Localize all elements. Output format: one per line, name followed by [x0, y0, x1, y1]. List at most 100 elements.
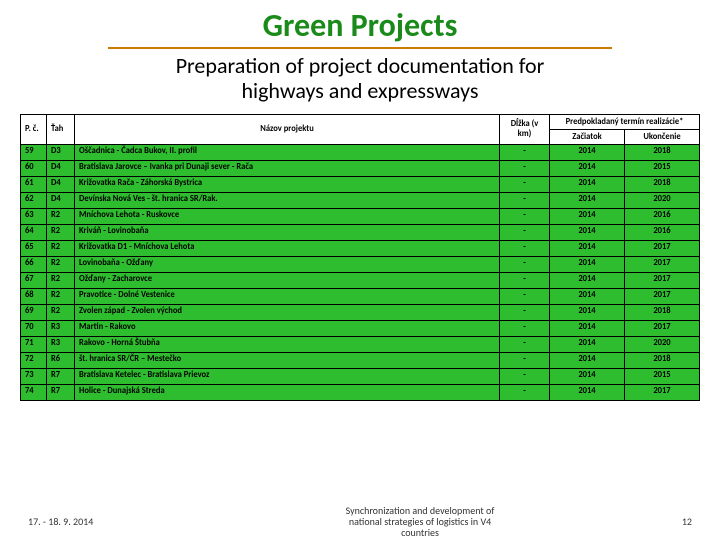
page-subtitle: Preparation of project documentation for…	[0, 53, 720, 104]
cell-end: 2018	[625, 144, 700, 160]
footer-page-number: 12	[660, 515, 720, 528]
cell-tah: R7	[47, 368, 75, 384]
cell-start: 2014	[550, 320, 625, 336]
cell-length: -	[500, 336, 550, 352]
th-realiz: Predpokladaný termín realizácie*	[550, 114, 700, 129]
cell-length: -	[500, 240, 550, 256]
cell-end: 2018	[625, 176, 700, 192]
cell-length: -	[500, 272, 550, 288]
cell-end: 2017	[625, 320, 700, 336]
cell-length: -	[500, 384, 550, 400]
cell-length: -	[500, 144, 550, 160]
table-row: 69R2Zvolen západ - Zvolen východ-2014201…	[21, 304, 700, 320]
cell-pc: 69	[21, 304, 47, 320]
cell-end: 2020	[625, 192, 700, 208]
cell-end: 2018	[625, 304, 700, 320]
cell-start: 2014	[550, 160, 625, 176]
cell-name: Ožďany - Zacharovce	[75, 272, 500, 288]
table-header: P. č. Ťah Názov projektu Dĺžka (v km) Pr…	[21, 114, 700, 144]
cell-start: 2014	[550, 176, 625, 192]
cell-end: 2016	[625, 208, 700, 224]
cell-end: 2018	[625, 352, 700, 368]
cell-length: -	[500, 256, 550, 272]
cell-name: Pravotice - Dolné Vestenice	[75, 288, 500, 304]
cell-name: Rakovo - Horná Štubňa	[75, 336, 500, 352]
cell-start: 2014	[550, 368, 625, 384]
cell-tah: R6	[47, 352, 75, 368]
cell-start: 2014	[550, 240, 625, 256]
table-row: 65R2Križovatka D1 - Mníchova Lehota-2014…	[21, 240, 700, 256]
th-pc: P. č.	[21, 114, 47, 144]
cell-name: Križovatka D1 - Mníchova Lehota	[75, 240, 500, 256]
table-row: 64R2Kriváň - Lovinobaňa-20142016	[21, 224, 700, 240]
cell-length: -	[500, 288, 550, 304]
cell-start: 2014	[550, 256, 625, 272]
table-row: 67R2Ožďany - Zacharovce-20142017	[21, 272, 700, 288]
cell-tah: D4	[47, 160, 75, 176]
table-row: 74R7Holice - Dunajská Streda-20142017	[21, 384, 700, 400]
cell-tah: R3	[47, 336, 75, 352]
cell-start: 2014	[550, 352, 625, 368]
cell-pc: 68	[21, 288, 47, 304]
cell-tah: D4	[47, 176, 75, 192]
table-row: 59D3Oščadnica - Čadca Bukov, II. profil-…	[21, 144, 700, 160]
cell-name: št. hranica SR/ČR – Mestečko	[75, 352, 500, 368]
cell-start: 2014	[550, 224, 625, 240]
cell-end: 2017	[625, 288, 700, 304]
cell-start: 2014	[550, 192, 625, 208]
cell-tah: R7	[47, 384, 75, 400]
cell-length: -	[500, 160, 550, 176]
footer-line-3: countries	[401, 526, 439, 539]
cell-tah: D3	[47, 144, 75, 160]
cell-start: 2014	[550, 288, 625, 304]
cell-pc: 73	[21, 368, 47, 384]
table-row: 71R3Rakovo - Horná Štubňa-20142020	[21, 336, 700, 352]
cell-name: Martin - Rakovo	[75, 320, 500, 336]
cell-pc: 72	[21, 352, 47, 368]
cell-pc: 70	[21, 320, 47, 336]
table-row: 70R3Martin - Rakovo-20142017	[21, 320, 700, 336]
cell-tah: R2	[47, 240, 75, 256]
cell-end: 2017	[625, 240, 700, 256]
table-row: 63R2Mníchova Lehota - Ruskovce-20142016	[21, 208, 700, 224]
cell-tah: R2	[47, 288, 75, 304]
cell-start: 2014	[550, 384, 625, 400]
projects-table: P. č. Ťah Názov projektu Dĺžka (v km) Pr…	[20, 114, 700, 401]
cell-length: -	[500, 224, 550, 240]
page-title: Green Projects	[108, 6, 612, 49]
footer-date: 17. - 18. 9. 2014	[0, 515, 180, 528]
cell-name: Bratislava Ketelec - Bratislava Prievoz	[75, 368, 500, 384]
subtitle-line-1: Preparation of project documentation for	[176, 52, 545, 79]
cell-end: 2017	[625, 384, 700, 400]
cell-tah: R2	[47, 304, 75, 320]
th-start: Začiatok	[550, 129, 625, 144]
cell-pc: 61	[21, 176, 47, 192]
cell-name: Holice - Dunajská Streda	[75, 384, 500, 400]
cell-pc: 64	[21, 224, 47, 240]
cell-length: -	[500, 352, 550, 368]
cell-length: -	[500, 192, 550, 208]
cell-start: 2014	[550, 144, 625, 160]
th-tah: Ťah	[47, 114, 75, 144]
cell-name: Lovinobaňa - Ožďany	[75, 256, 500, 272]
cell-tah: R2	[47, 256, 75, 272]
cell-tah: R3	[47, 320, 75, 336]
cell-length: -	[500, 176, 550, 192]
cell-start: 2014	[550, 304, 625, 320]
cell-pc: 66	[21, 256, 47, 272]
table-row: 61D4Križovatka Rača - Záhorská Bystrica-…	[21, 176, 700, 192]
table-row: 66R2Lovinobaňa - Ožďany-20142017	[21, 256, 700, 272]
cell-pc: 63	[21, 208, 47, 224]
cell-tah: R2	[47, 208, 75, 224]
cell-name: Oščadnica - Čadca Bukov, II. profil	[75, 144, 500, 160]
cell-end: 2020	[625, 336, 700, 352]
cell-name: Devínska Nová Ves - št. hranica SR/Rak.	[75, 192, 500, 208]
cell-name: Mníchova Lehota - Ruskovce	[75, 208, 500, 224]
cell-pc: 65	[21, 240, 47, 256]
cell-length: -	[500, 208, 550, 224]
cell-end: 2015	[625, 160, 700, 176]
cell-end: 2017	[625, 272, 700, 288]
th-name: Názov projektu	[75, 114, 500, 144]
cell-name: Kriváň - Lovinobaňa	[75, 224, 500, 240]
cell-name: Bratislava Jarovce – Ivanka pri Dunaji s…	[75, 160, 500, 176]
